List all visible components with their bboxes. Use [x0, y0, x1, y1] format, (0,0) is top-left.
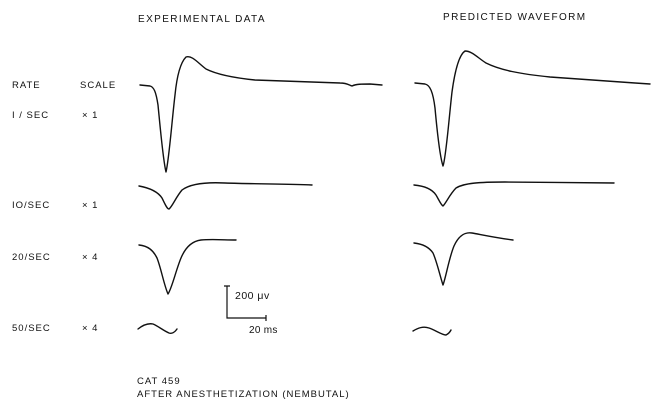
caption-condition: AFTER ANESTHETIZATION (NEMBUTAL)	[137, 389, 350, 400]
rate-column-header: RATE	[12, 80, 41, 91]
experimental-data-header: EXPERIMENTAL DATA	[138, 14, 266, 25]
predicted-trace-50-per-sec	[412, 326, 452, 336]
row-scale-2: × 1	[82, 200, 99, 211]
row-rate-4: 50/SEC	[12, 323, 51, 334]
predicted-trace-1-per-sec	[414, 50, 651, 167]
predicted-waveform-header: PREDICTED WAVEFORM	[443, 12, 587, 23]
time-scale-label: 20 ms	[249, 325, 278, 336]
row-rate-1: I / SEC	[12, 110, 50, 121]
row-scale-3: × 4	[82, 252, 99, 263]
experimental-trace-10-per-sec	[138, 182, 313, 210]
scale-column-header: SCALE	[80, 80, 117, 91]
voltage-scale-label: 200 μv	[235, 290, 270, 302]
row-rate-2: IO/SEC	[12, 200, 51, 211]
predicted-trace-10-per-sec	[413, 181, 615, 207]
experimental-trace-50-per-sec	[137, 323, 178, 334]
experimental-trace-20-per-sec	[138, 238, 237, 295]
predicted-trace-20-per-sec	[413, 232, 514, 286]
scale-bar	[224, 285, 267, 321]
caption-cat-number: CAT 459	[137, 376, 181, 387]
row-scale-1: × 1	[82, 110, 99, 121]
experimental-trace-1-per-sec	[139, 56, 383, 173]
row-scale-4: × 4	[82, 323, 99, 334]
row-rate-3: 20/SEC	[12, 252, 51, 263]
